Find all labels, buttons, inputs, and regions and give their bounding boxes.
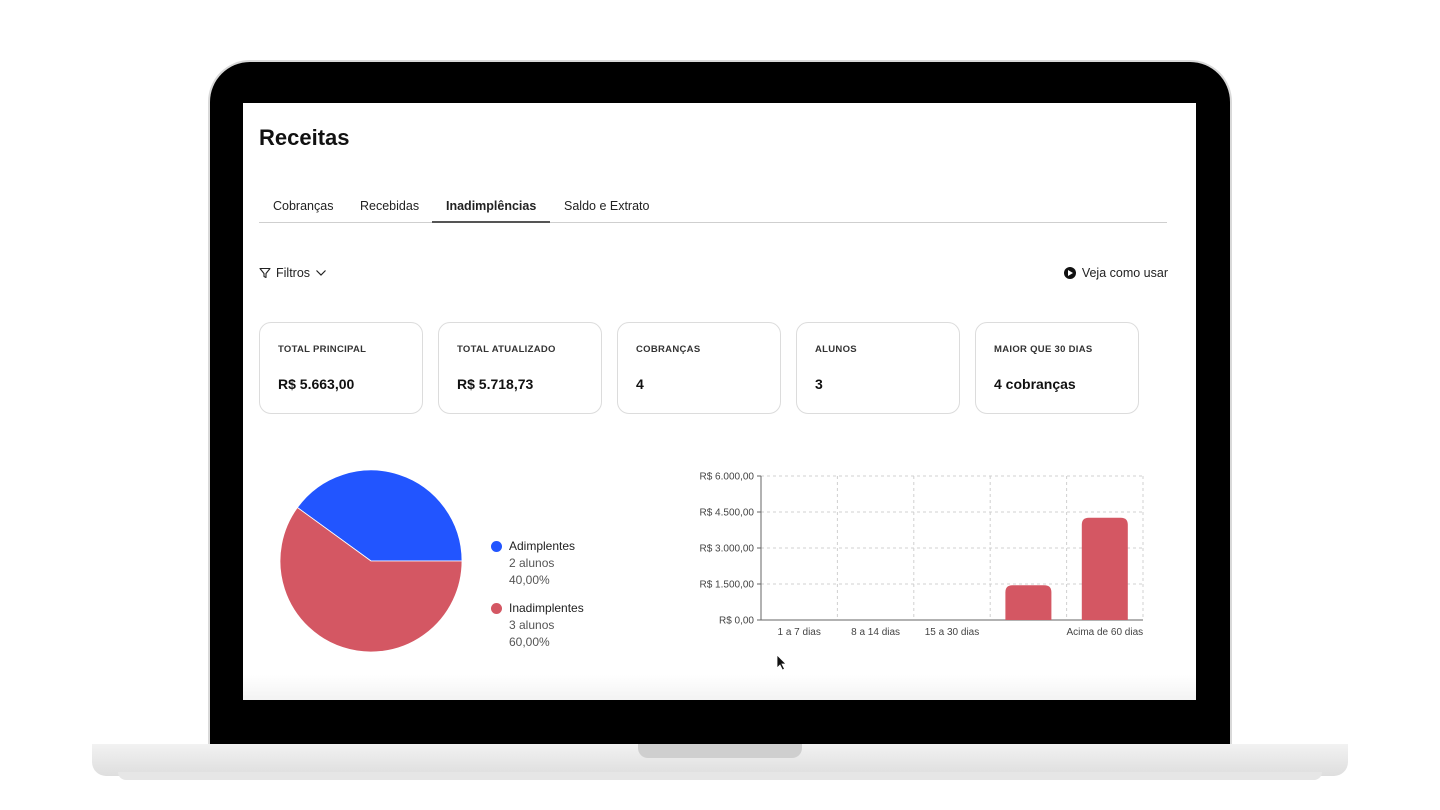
tab-recebidas[interactable]: Recebidas xyxy=(360,199,420,213)
tab-inadimplencias[interactable]: Inadimplências xyxy=(446,199,537,213)
legend-label: Adimplentes xyxy=(509,539,576,553)
card-total-principal: TOTAL PRINCIPAL R$ 5.663,00 xyxy=(259,322,423,414)
legend-count: 2 alunos xyxy=(509,556,555,570)
x-tick-label: 8 a 14 dias xyxy=(851,627,900,638)
pie-slice-inadimplentes xyxy=(279,506,463,653)
x-tick-label: 15 a 30 dias xyxy=(925,627,980,638)
card-value: R$ 5.718,73 xyxy=(457,376,534,392)
card-label: ALUNOS xyxy=(815,344,857,355)
chevron-down-icon xyxy=(316,270,326,276)
legend-percent: 60,00% xyxy=(509,635,550,649)
card-total-atualizado: TOTAL ATUALIZADO R$ 5.718,73 xyxy=(438,322,602,414)
legend-dot xyxy=(491,603,502,614)
filters-button[interactable]: Filtros xyxy=(259,266,327,280)
y-tick-label: R$ 1.500,00 xyxy=(700,580,755,591)
card-cobrancas: COBRANÇAS 4 xyxy=(617,322,781,414)
card-label: TOTAL PRINCIPAL xyxy=(278,344,367,355)
laptop-notch xyxy=(638,744,802,758)
card-label: COBRANÇAS xyxy=(636,344,701,355)
howto-label: Veja como usar xyxy=(1081,266,1168,280)
card-value: 4 cobranças xyxy=(994,376,1076,392)
y-tick-label: R$ 3.000,00 xyxy=(700,544,755,555)
mouse-cursor-icon xyxy=(776,654,787,671)
y-tick-label: R$ 0,00 xyxy=(719,616,754,627)
bar xyxy=(1081,517,1128,620)
filter-icon xyxy=(259,267,271,279)
bottom-fade xyxy=(243,675,1196,700)
bar xyxy=(1005,585,1052,620)
legend-count: 3 alunos xyxy=(509,618,555,632)
app-screen: Receitas Cobranças Recebidas Inadimplênc… xyxy=(243,103,1196,700)
x-tick-label: 1 a 7 dias xyxy=(778,627,821,638)
pie-slice-adimplentes xyxy=(296,469,463,562)
play-icon xyxy=(1063,267,1076,279)
legend-percent: 40,00% xyxy=(509,573,550,587)
x-tick-label: Acima de 60 dias xyxy=(1066,627,1143,638)
overdue-bar-chart: R$ 0,00 R$ 1.500,00 R$ 3.000,00 R$ 4.500,00… xyxy=(700,472,1144,638)
tab-saldo-extrato[interactable]: Saldo e Extrato xyxy=(564,199,650,213)
status-pie-chart xyxy=(279,469,463,653)
card-value: 4 xyxy=(636,376,644,392)
card-value: R$ 5.663,00 xyxy=(278,376,355,392)
page-title: Receitas xyxy=(259,125,350,150)
active-tab-indicator xyxy=(432,221,550,223)
filters-label: Filtros xyxy=(276,266,311,280)
tab-cobrancas[interactable]: Cobranças xyxy=(273,199,334,213)
card-alunos: ALUNOS 3 xyxy=(796,322,960,414)
legend-label: Inadimplentes xyxy=(509,601,584,615)
tab-bar: Cobranças Recebidas Inadimplências Saldo… xyxy=(259,191,1167,223)
laptop-base-shadow xyxy=(118,772,1322,780)
y-tick-label: R$ 6.000,00 xyxy=(700,472,755,483)
legend-dot xyxy=(491,541,502,552)
card-value: 3 xyxy=(815,376,823,392)
y-tick-label: R$ 4.500,00 xyxy=(700,508,755,519)
card-label: MAIOR QUE 30 DIAS xyxy=(994,344,1093,355)
card-maior-30-dias: MAIOR QUE 30 DIAS 4 cobranças xyxy=(975,322,1139,414)
card-label: TOTAL ATUALIZADO xyxy=(457,344,556,355)
howto-link[interactable]: Veja como usar xyxy=(1063,266,1168,280)
